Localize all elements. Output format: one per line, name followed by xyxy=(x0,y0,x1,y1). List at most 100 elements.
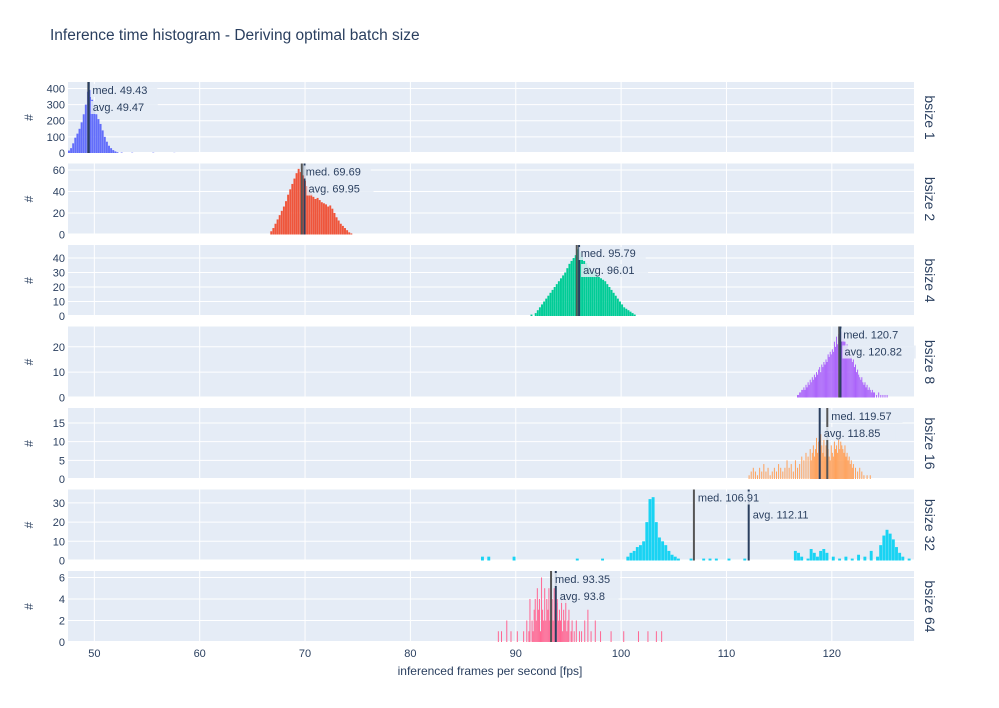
histogram-bar xyxy=(548,588,550,642)
histogram-bar xyxy=(670,554,674,561)
histogram-bar xyxy=(523,631,525,642)
y-tick-label: 10 xyxy=(53,367,65,379)
histogram-bar xyxy=(335,217,338,235)
histogram-bar xyxy=(812,379,814,398)
histogram-bar xyxy=(612,292,615,316)
histogram-bar xyxy=(295,173,298,235)
histogram-bar xyxy=(901,556,905,561)
panel-bsize-1: 0 100 200 300 400 # med. 49.43 avg. 49.47 bsize … xyxy=(22,82,938,160)
histogram-bar xyxy=(108,145,110,153)
histogram-bar xyxy=(792,471,794,479)
y-tick-label: 0 xyxy=(59,311,65,323)
histogram-bar xyxy=(810,382,812,398)
histogram-bar xyxy=(866,384,868,398)
histogram-bar xyxy=(861,377,863,398)
histogram-bar xyxy=(533,609,535,642)
histogram-bar xyxy=(797,394,799,398)
histogram-bar xyxy=(572,258,575,316)
histogram-bar xyxy=(784,467,786,479)
histogram-bar xyxy=(72,143,75,153)
average-label-bg xyxy=(581,264,649,277)
histogram-bar xyxy=(562,631,564,642)
histogram-bar xyxy=(788,467,790,479)
histogram-bar xyxy=(869,475,871,479)
average-label-bg xyxy=(306,182,374,196)
histogram-bar xyxy=(847,351,849,398)
histogram-bar xyxy=(689,558,693,561)
histogram-bar xyxy=(287,194,290,235)
y-tick-label: 30 xyxy=(53,268,65,280)
histogram-bar xyxy=(632,550,636,561)
histogram-bar xyxy=(757,475,759,479)
histogram-bar xyxy=(850,354,852,398)
histogram-bar xyxy=(564,272,567,316)
y-tick-label: 0 xyxy=(59,230,65,242)
histogram-bar xyxy=(870,392,872,398)
histogram-bar xyxy=(293,178,296,235)
median-label-bg xyxy=(578,247,646,260)
average-label-bg xyxy=(557,590,619,603)
histogram-bar xyxy=(880,394,882,398)
histogram-bar xyxy=(851,467,853,479)
histogram-bar xyxy=(557,281,560,316)
histogram-bar xyxy=(743,558,747,561)
histogram-bar xyxy=(602,279,605,316)
histogram-bar xyxy=(837,344,839,398)
histogram-bar xyxy=(657,537,661,561)
histogram-bar xyxy=(812,445,814,479)
histogram-bar xyxy=(855,467,857,479)
histogram-bar xyxy=(583,260,586,316)
panel-background xyxy=(68,82,914,153)
panel-background xyxy=(68,245,914,316)
histogram-bar xyxy=(339,223,342,235)
average-label-bg xyxy=(821,427,896,440)
y-axis-title: # xyxy=(22,603,36,610)
histogram-bar xyxy=(95,114,98,153)
histogram-bar xyxy=(832,456,834,479)
histogram-bar xyxy=(748,475,750,479)
histogram-bar xyxy=(838,437,840,479)
histogram-bar xyxy=(327,206,330,235)
histogram-bar xyxy=(571,620,573,642)
histogram-bar xyxy=(851,362,853,398)
histogram-bar xyxy=(621,304,624,316)
y-tick-label: 15 xyxy=(53,418,65,430)
y-tick-label: 60 xyxy=(53,165,65,177)
histogram-bar xyxy=(639,545,642,561)
histogram-bar xyxy=(907,558,911,561)
histogram-bar xyxy=(821,364,823,398)
median-label: med. 119.57 xyxy=(831,411,891,423)
y-tick-label: 0 xyxy=(59,148,65,160)
histogram-bar xyxy=(538,307,541,316)
histogram-bar xyxy=(848,456,850,479)
histogram-bar xyxy=(834,346,836,398)
y-tick-label: 400 xyxy=(47,83,65,95)
histogram-bar xyxy=(589,269,592,316)
histogram-bar xyxy=(551,289,554,316)
y-tick-label: 30 xyxy=(53,498,65,510)
histogram-bar xyxy=(532,631,534,642)
histogram-bar xyxy=(863,556,867,561)
histogram-bar xyxy=(547,609,549,642)
median-label: med. 93.35 xyxy=(555,574,610,586)
chart-title: Inference time histogram - Deriving opti… xyxy=(50,27,420,44)
panel-background xyxy=(68,489,914,561)
histogram-bar xyxy=(604,281,607,316)
histogram-bar xyxy=(642,541,646,561)
facet-label: bsize 16 xyxy=(922,417,938,469)
histogram-bar xyxy=(549,620,551,642)
median-label: med. 120.7 xyxy=(843,330,898,342)
histogram-bar xyxy=(831,556,835,561)
histogram-bar xyxy=(821,445,823,479)
histogram-bar xyxy=(786,460,788,479)
y-tick-label: 0 xyxy=(59,393,65,405)
histogram-bar xyxy=(506,620,508,642)
histogram-bar xyxy=(635,547,639,561)
histogram-bar xyxy=(860,379,862,398)
histogram-bar xyxy=(824,456,826,479)
average-label: avg. 49.47 xyxy=(93,102,144,114)
histogram-bar xyxy=(344,228,346,235)
median-label-bg xyxy=(829,410,903,423)
histogram-bar xyxy=(541,577,543,642)
